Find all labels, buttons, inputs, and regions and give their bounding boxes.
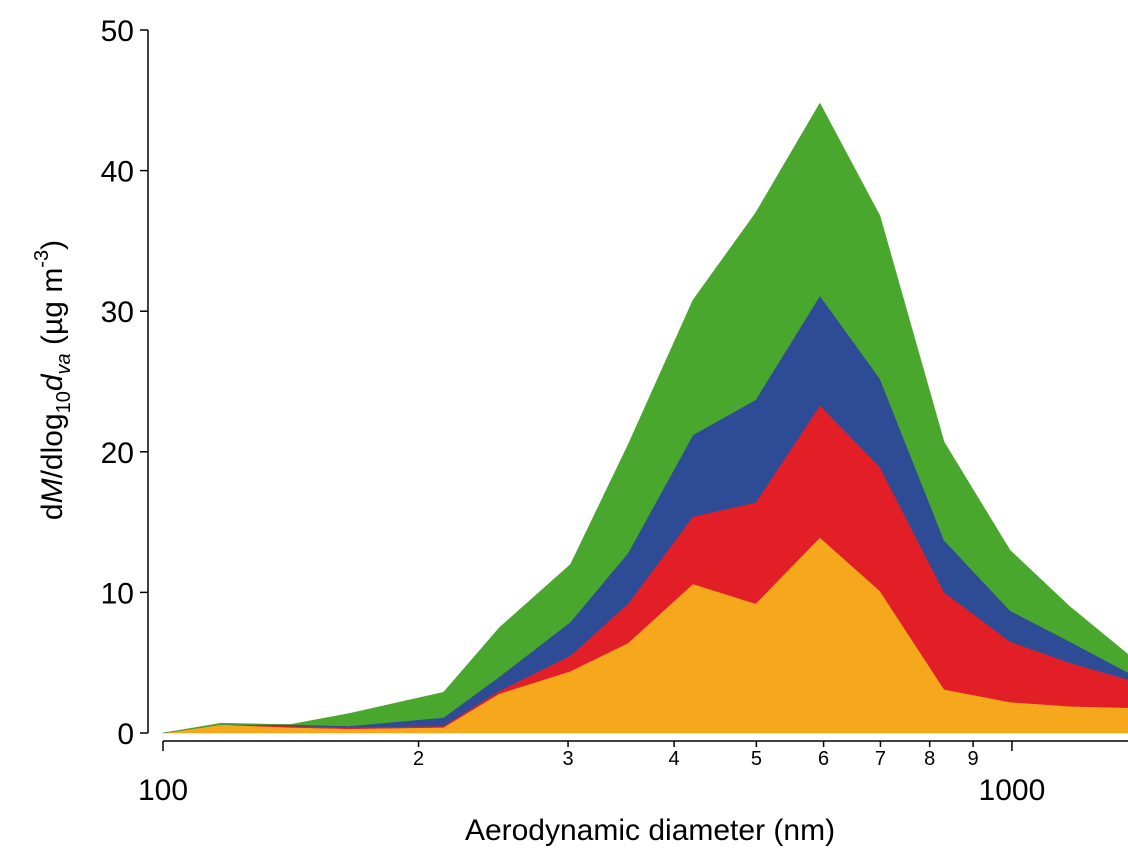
x-tick-label: 7 (875, 748, 886, 770)
x-axis-title: Aerodynamic diameter (nm) (465, 814, 835, 847)
y-title-part: 10 (53, 391, 75, 413)
x-tick-label: 6 (818, 748, 829, 770)
y-title-part: d (36, 503, 69, 520)
y-tick-label: 10 (101, 577, 134, 610)
y-tick-label: 0 (117, 718, 134, 751)
x-tick-label: 8 (924, 748, 935, 770)
x-tick-label: 3 (562, 748, 573, 770)
area (162, 102, 1128, 734)
y-tick-label: 30 (101, 296, 134, 329)
x-tick-label: 2 (413, 748, 424, 770)
y-title-part: -3 (31, 250, 53, 268)
y-title-part: d (36, 373, 69, 391)
y-title-part: (µg m (36, 268, 69, 354)
y-title-part: M (36, 478, 69, 503)
y-tick-label: 40 (101, 156, 134, 189)
x-tick-label: 4 (669, 748, 680, 770)
x-tick-label: 1000 (979, 774, 1046, 807)
y-tick-label: 50 (101, 15, 134, 48)
y-title-part: ) (36, 240, 69, 250)
y-title-part: /dlog (36, 413, 69, 478)
x-tick-label: 5 (751, 748, 762, 770)
y-tick-label: 20 (101, 437, 134, 470)
x-tick-label: 9 (968, 748, 979, 770)
x-tick-label: 100 (138, 774, 188, 807)
y-axis-title: dM/dlog10dva (µg m-3) (31, 240, 75, 520)
y-title-part: va (53, 353, 75, 374)
